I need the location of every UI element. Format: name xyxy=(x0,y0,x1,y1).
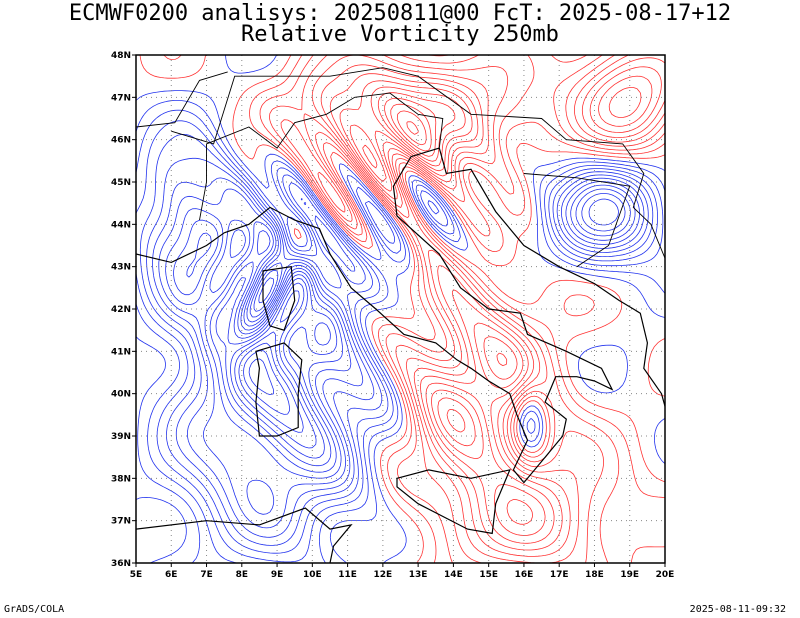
vorticity-contour-line xyxy=(163,55,665,563)
vorticity-contour-line xyxy=(234,290,317,449)
vorticity-contour-line xyxy=(349,86,642,536)
vorticity-contour-line xyxy=(317,57,665,557)
lon-tick-label: 5E xyxy=(130,570,142,580)
vorticity-contour-line xyxy=(384,97,466,433)
longitude-axis: 5E 6E 7E 8E 9E 10E 11E 12E 13E 14E 15E 16E 17E 18E 19E… xyxy=(130,563,675,580)
lat-tick-label: 46N xyxy=(111,136,131,146)
vorticity-contour-line xyxy=(269,55,665,563)
coastline xyxy=(199,92,444,221)
vorticity-contour-line xyxy=(390,103,432,152)
coastline xyxy=(171,67,665,259)
lat-tick-label: 36N xyxy=(111,559,131,569)
lat-tick-label: 47N xyxy=(111,93,131,103)
vorticity-contour-line xyxy=(406,121,419,135)
chart-subtitle: Relative Vorticity 250mb xyxy=(241,22,559,47)
lon-tick-label: 9E xyxy=(271,570,283,580)
vorticity-contour-line xyxy=(230,198,619,459)
lon-tick-label: 7E xyxy=(200,570,212,580)
vorticity-contour-line xyxy=(259,55,665,563)
coastline xyxy=(224,147,614,484)
lon-tick-label: 11E xyxy=(338,570,357,580)
lon-tick-label: 17E xyxy=(550,570,569,580)
vorticity-contour-line xyxy=(165,184,636,515)
lat-tick-label: 43N xyxy=(111,263,131,273)
footer-software-label: GrADS/COLA xyxy=(4,604,65,615)
coastline xyxy=(262,266,296,331)
lat-tick-label: 48N xyxy=(111,51,131,61)
coastline xyxy=(136,507,353,563)
vorticity-contour-line xyxy=(136,120,658,563)
latitude-axis: 36N 37N 38N 39N 40N 41N 42N 43N 44N 45N 46N 47N 48N xyxy=(111,51,136,569)
vorticity-contour-line xyxy=(329,66,662,551)
lon-tick-label: 18E xyxy=(585,570,604,580)
chart-title: ECMWF0200 analisys: 20250811@00 FcT: 202… xyxy=(68,1,732,26)
lat-tick-label: 42N xyxy=(111,305,131,315)
lon-tick-label: 14E xyxy=(444,570,463,580)
vorticity-contour-line xyxy=(186,193,626,467)
lon-tick-label: 10E xyxy=(303,570,322,580)
lon-tick-label: 6E xyxy=(165,570,177,580)
coastline xyxy=(255,342,303,437)
vorticity-contour-line xyxy=(339,75,653,544)
lon-tick-label: 16E xyxy=(515,570,534,580)
vorticity-contour-line xyxy=(362,92,533,525)
coastline-borders xyxy=(136,67,665,563)
coastline xyxy=(438,147,665,407)
vorticity-contour-line xyxy=(152,177,645,538)
lat-tick-label: 38N xyxy=(111,474,131,484)
lon-tick-label: 19E xyxy=(620,570,639,580)
vorticity-contour-line xyxy=(248,358,274,395)
lon-tick-label: 15E xyxy=(479,570,498,580)
vorticity-contour-line xyxy=(139,134,654,554)
vorticity-contours xyxy=(136,55,665,563)
coastline xyxy=(523,173,631,268)
lon-tick-label: 20E xyxy=(656,570,675,580)
lat-tick-label: 37N xyxy=(111,517,131,527)
vorticity-contour-line xyxy=(243,350,290,415)
lon-tick-label: 8E xyxy=(236,570,248,580)
vorticity-contour-line xyxy=(396,110,427,146)
lat-tick-label: 41N xyxy=(111,347,131,357)
vorticity-contour-line xyxy=(146,157,649,546)
coastline xyxy=(136,232,225,264)
vorticity-contour-line xyxy=(173,188,631,473)
lon-tick-label: 12E xyxy=(374,570,393,580)
lat-tick-label: 40N xyxy=(111,390,131,400)
footer-timestamp: 2025-08-11-09:32 xyxy=(689,604,786,615)
lon-tick-label: 13E xyxy=(409,570,428,580)
lat-tick-label: 44N xyxy=(111,220,131,230)
lat-tick-label: 45N xyxy=(111,178,131,188)
coastline xyxy=(136,71,228,128)
lat-tick-label: 39N xyxy=(111,432,131,442)
coastline xyxy=(396,469,511,535)
vorticity-contour-line xyxy=(139,55,665,563)
